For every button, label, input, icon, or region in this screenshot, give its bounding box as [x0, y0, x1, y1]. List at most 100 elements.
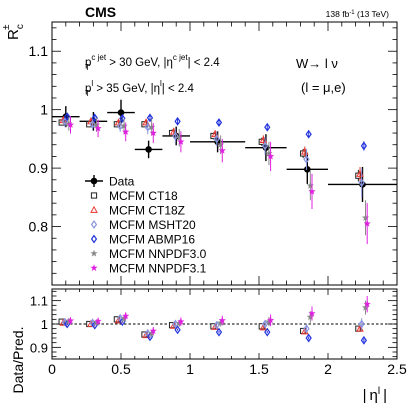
svg-text:±: ± [1, 24, 12, 30]
data-point [215, 118, 223, 127]
data-point [213, 320, 220, 330]
legend-marker [90, 220, 98, 229]
data-point [89, 119, 96, 129]
main-ylabel: Rc ± [1, 24, 26, 40]
data-point [174, 116, 181, 126]
lepton-cuts: pl > 35 GeV, |ηl| < 2.4 [85, 79, 194, 95]
experiment-label: CMS [85, 4, 116, 20]
x-tick-label: 2.5 [387, 361, 407, 377]
selection-cuts: pc jet > 30 GeV, |ηc jet| < 2.4 T pl > 3… [85, 53, 220, 98]
data-point [358, 178, 365, 188]
series-mcfm-ct18 [58, 119, 362, 182]
ratio-data-marks [58, 296, 371, 345]
data-point [360, 141, 368, 151]
legend-label: MCFM NNPDF3.0 [109, 247, 207, 261]
svg-text:T: T [85, 89, 90, 98]
data-point [177, 137, 185, 145]
data-point [146, 113, 154, 123]
svg-text:T: T [85, 63, 90, 72]
x-axis-label: | ηl | [363, 386, 387, 404]
data-point [122, 312, 130, 320]
data-point [94, 124, 102, 132]
data-point [147, 123, 156, 131]
legend-label: MCFM NNPDF3.1 [109, 262, 207, 276]
data-point [215, 327, 223, 337]
data-point [120, 122, 128, 130]
data-point [363, 219, 371, 227]
data-point [266, 316, 275, 324]
data-point [145, 146, 152, 153]
series-mcfm-nnpdf3-1 [66, 116, 371, 245]
ratio-y-tick-label: 0.9 [30, 340, 48, 355]
process-label: W→ l ν [296, 56, 338, 71]
data-point [363, 300, 371, 308]
x-tick-label: 0 [48, 361, 56, 377]
data-point [175, 133, 183, 141]
data-point [66, 121, 75, 128]
data-point [305, 333, 312, 343]
data-point [92, 121, 101, 128]
series-mcfm-ct18z [59, 115, 364, 181]
data-point [122, 128, 130, 135]
legend-entry-data: Data [85, 175, 135, 189]
x-tick-label: 0.5 [111, 361, 131, 377]
data-point [261, 141, 269, 151]
main-y-tick-label: 0.8 [29, 219, 49, 235]
ratio-y-tick-label: 1.1 [30, 294, 48, 309]
lumi-suffix: (13 TeV) [355, 9, 390, 19]
data-point [149, 327, 157, 335]
legend-entry-mcfm-msht20: MCFM MSHT20 [90, 218, 196, 232]
legend-marker [90, 249, 98, 257]
series-mcfm-abmp16 [64, 317, 368, 345]
legend-marker [90, 192, 98, 199]
data-point [261, 319, 269, 329]
legend-label: MCFM CT18Z [109, 204, 185, 218]
legend-marker [90, 177, 98, 185]
x-tick-label: 2 [324, 361, 332, 377]
data-point [119, 113, 126, 123]
series-mcfm-nnpdf3-1 [66, 296, 371, 335]
luminosity-label: 138 fb-1 (13 TeV) [326, 9, 389, 19]
legend-entry-mcfm-nnpdf3-0: MCFM NNPDF3.0 [90, 247, 207, 261]
legend-entry-mcfm-ct18z: MCFM CT18Z [90, 204, 185, 218]
ratio-ylabel: Data/Pred. [10, 327, 26, 394]
legend-label: MCFM MSHT20 [109, 218, 196, 232]
main-axes: 0.8 0.9 1 1.1 [29, 22, 398, 286]
data-point [305, 129, 312, 139]
jet-cuts: pc jet > 30 GeV, |ηc jet| < 2.4 [85, 53, 220, 69]
series-mcfm-msht20 [61, 115, 365, 198]
data-point [304, 165, 311, 173]
data-point [264, 327, 271, 337]
ratio-axes: 0.9 1 1.1 0 0.5 1 1.5 2 2.5 [30, 289, 407, 377]
series-data [52, 99, 397, 203]
ratio-y-tick-label: 1 [41, 317, 48, 332]
legend-marker [90, 234, 98, 244]
data-point [177, 317, 185, 325]
data-point [172, 131, 179, 141]
lepton-flavour-label: (l = μ,e) [301, 80, 346, 95]
data-point [266, 152, 275, 160]
data-point [361, 303, 370, 311]
data-point [91, 113, 98, 123]
series-mcfm-abmp16 [64, 112, 368, 151]
legend-entry-mcfm-ct18: MCFM CT18 [90, 189, 178, 203]
data-point [94, 317, 102, 325]
legend-label: MCFM ABMP16 [109, 233, 195, 247]
data-point [117, 109, 125, 116]
data-point [264, 122, 271, 132]
lumi-exponent: -1 [349, 10, 355, 16]
main-data-marks [52, 99, 397, 245]
legend-marker [90, 264, 98, 272]
svg-text:Rc: Rc [5, 24, 26, 40]
legend-label: MCFM CT18 [109, 189, 178, 203]
data-point [308, 309, 316, 317]
data-point [303, 324, 310, 334]
data-point [218, 316, 226, 324]
data-point [218, 146, 226, 154]
legend-marker [90, 205, 98, 213]
data-point [308, 187, 316, 195]
legend-entry-mcfm-abmp16: MCFM ABMP16 [90, 233, 195, 247]
data-point [174, 325, 181, 335]
data-point [66, 316, 75, 324]
